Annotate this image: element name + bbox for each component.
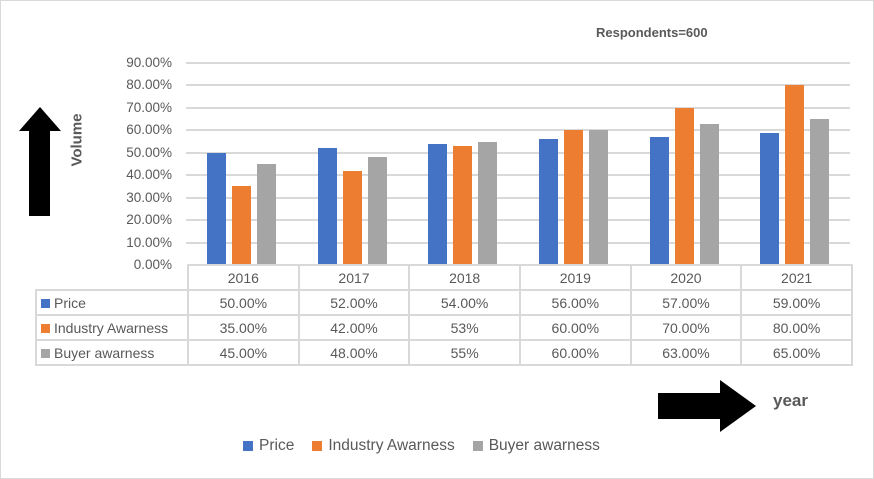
gridline <box>186 196 850 199</box>
table-row: Industry Awarness 35.00% 42.00% 53% 60.00% 70… <box>35 314 853 341</box>
legend-label: Industry Awarness <box>328 437 455 454</box>
y-tick-label: 40.00% <box>126 167 172 183</box>
legend-label: Buyer awarness <box>488 437 600 454</box>
table-cell: 60.00% <box>518 339 632 366</box>
gridline <box>186 84 850 87</box>
bar-buyer-awarness-2016 <box>256 164 276 265</box>
table-cell: 48.00% <box>297 339 411 366</box>
gridline <box>186 241 850 244</box>
table-cell: 59.00% <box>740 289 853 316</box>
table-cell: 50.00% <box>187 289 300 316</box>
table-row-label: Industry Awarness <box>35 314 189 341</box>
bar-price-2016 <box>206 152 226 265</box>
bar-buyer-awarness-2017 <box>367 157 387 265</box>
bar-industry-awarness-2017 <box>342 170 362 265</box>
y-tick-label: 60.00% <box>126 122 172 138</box>
legend-swatch-icon <box>41 298 50 308</box>
table-header-year: 2020 <box>629 264 743 291</box>
legend-swatch-icon <box>41 348 50 358</box>
legend: Price Industry Awarness Buyer awarness <box>243 437 600 455</box>
bar-industry-awarness-2019 <box>563 130 583 265</box>
legend-item: Price <box>243 437 294 455</box>
x-axis-label: year <box>773 391 808 410</box>
y-axis-label: Volume <box>68 113 86 167</box>
table-header-year: 2016 <box>187 264 300 291</box>
table-cell: 35.00% <box>187 314 300 341</box>
legend-label: Price <box>259 437 295 454</box>
y-tick-label: 70.00% <box>126 99 172 115</box>
bar-price-2018 <box>428 143 448 265</box>
y-tick-label: 50.00% <box>126 144 172 160</box>
gridline <box>186 129 850 132</box>
bar-buyer-awarness-2018 <box>478 141 498 265</box>
table-header-year: 2021 <box>740 264 853 291</box>
table-header-year: 2017 <box>297 264 411 291</box>
table-row: Buyer awarness 45.00% 48.00% 55% 60.00% 63.00… <box>35 339 853 366</box>
legend-swatch-icon <box>243 441 253 451</box>
y-tick-label: 30.00% <box>126 189 172 205</box>
legend-item: Buyer awarness <box>472 437 600 455</box>
table-cell: 53% <box>408 314 521 341</box>
gridline <box>186 219 850 222</box>
bar-price-2017 <box>317 148 337 265</box>
table-header-row: 2016 2017 2018 2019 2020 2021 <box>36 264 853 291</box>
y-tick-label: 90.00% <box>126 55 172 70</box>
table-row-label: Price <box>35 289 189 316</box>
bar-industry-awarness-2016 <box>231 186 251 265</box>
gridline <box>186 62 850 64</box>
table-cell: 42.00% <box>297 314 411 341</box>
table-cell: 60.00% <box>518 314 632 341</box>
bar-industry-awarness-2020 <box>674 107 694 265</box>
table-row-label: Buyer awarness <box>35 339 189 366</box>
bar-buyer-awarness-2020 <box>699 123 719 265</box>
table-header-year: 2018 <box>408 264 521 291</box>
gridline <box>186 151 850 154</box>
bar-buyer-awarness-2021 <box>810 119 830 265</box>
data-table: 2016 2017 2018 2019 2020 2021 Price 50.00% 52.00… <box>35 264 853 366</box>
table-cell: 54.00% <box>408 289 521 316</box>
y-tick-label: 20.00% <box>126 212 172 228</box>
right-arrow-icon <box>658 380 756 432</box>
table-cell: 45.00% <box>187 339 300 366</box>
up-arrow-icon <box>19 107 61 216</box>
legend-swatch-icon <box>472 441 483 451</box>
bar-price-2019 <box>538 139 558 265</box>
table-cell: 56.00% <box>518 289 632 316</box>
bar-price-2020 <box>649 137 669 265</box>
legend-item: Industry Awarness <box>312 437 455 455</box>
gridline <box>186 106 850 109</box>
bar-industry-awarness-2021 <box>785 85 805 265</box>
table-cell: 57.00% <box>629 289 743 316</box>
table-cell: 52.00% <box>297 289 411 316</box>
table-cell: 65.00% <box>740 339 853 366</box>
table-row: Price 50.00% 52.00% 54.00% 56.00% 57.00% 59.00… <box>35 289 853 316</box>
bar-price-2021 <box>760 132 780 265</box>
bar-buyer-awarness-2019 <box>588 130 608 265</box>
legend-swatch-icon <box>312 441 323 451</box>
table-cell: 63.00% <box>629 339 743 366</box>
y-tick-label: 0.00% <box>133 257 172 272</box>
table-cell: 70.00% <box>629 314 743 341</box>
y-tick-label: 10.00% <box>126 234 172 250</box>
bar-industry-awarness-2018 <box>453 146 473 265</box>
y-tick-label: 80.00% <box>126 77 172 93</box>
table-cell: 55% <box>408 339 521 366</box>
chart-title: Respondents=600 <box>596 25 708 40</box>
table-cell: 80.00% <box>740 314 853 341</box>
table-header-year: 2019 <box>518 264 632 291</box>
legend-swatch-icon <box>41 323 50 333</box>
gridline <box>186 174 850 177</box>
